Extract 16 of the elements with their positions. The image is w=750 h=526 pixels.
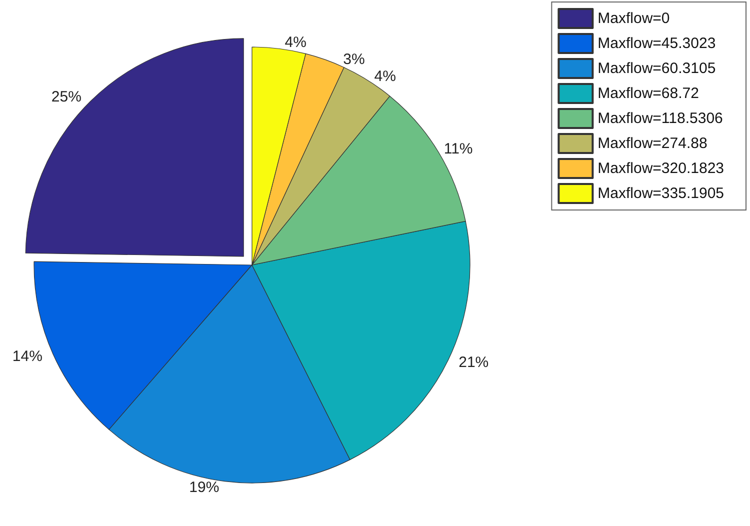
data-label: 25% [51,88,82,106]
data-label: 14% [12,348,42,365]
legend-label: Maxflow=274.88 [598,135,708,152]
data-label: 11% [444,140,473,158]
data-label: 19% [189,478,220,496]
data-label: 21% [458,354,489,372]
legend-label: Maxflow=118.5306 [598,110,723,127]
data-label: 4% [374,68,396,86]
legend-label: Maxflow=0 [598,10,670,27]
legend-label: Maxflow=335.1905 [598,185,724,202]
data-label: 4% [284,34,306,52]
legend-label: Maxflow=68.72 [598,85,699,102]
legend-label: Maxflow=320.1823 [598,160,724,177]
legend-label: Maxflow=60.3105 [598,60,716,77]
data-label: 3% [343,51,365,68]
legend-label: Maxflow=45.3023 [598,35,716,52]
